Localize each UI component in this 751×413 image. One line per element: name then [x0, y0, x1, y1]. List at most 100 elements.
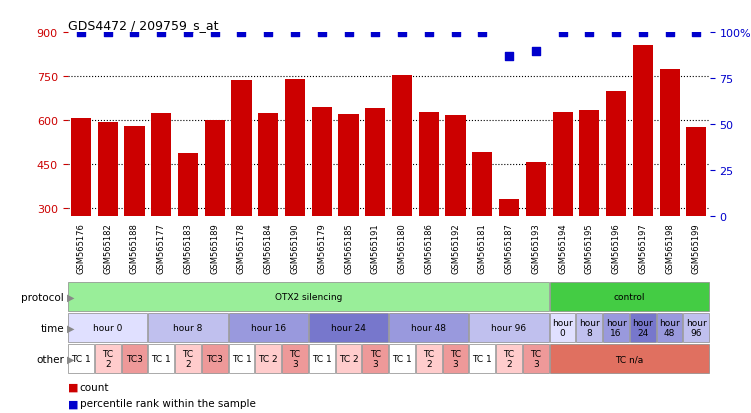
Bar	[178, 154, 198, 296]
Point	[396, 30, 408, 36]
Bar	[365, 109, 385, 296]
Point	[128, 30, 140, 36]
Point	[236, 30, 248, 36]
Text: ■: ■	[68, 399, 78, 408]
Text: ■: ■	[68, 382, 78, 392]
Bar	[442, 344, 469, 373]
Text: TC 1: TC 1	[472, 354, 492, 363]
Point	[155, 30, 167, 36]
Text: hour
0: hour 0	[552, 318, 573, 337]
Text: ▶: ▶	[67, 323, 74, 333]
Bar	[175, 344, 201, 373]
Bar	[98, 123, 118, 296]
Text: GDS4472 / 209759_s_at: GDS4472 / 209759_s_at	[68, 19, 218, 32]
Point	[637, 30, 649, 36]
Point	[450, 30, 462, 36]
Bar	[228, 344, 255, 373]
Text: hour
96: hour 96	[686, 318, 707, 337]
Text: TC 1: TC 1	[152, 354, 171, 363]
Bar	[68, 344, 94, 373]
Bar	[523, 344, 549, 373]
Text: TC n/a: TC n/a	[615, 354, 644, 363]
Bar	[202, 344, 228, 373]
Point	[503, 54, 515, 60]
Bar	[231, 81, 252, 296]
Text: TC3: TC3	[126, 354, 143, 363]
Point	[529, 48, 541, 55]
Bar	[577, 313, 602, 342]
Text: hour 8: hour 8	[173, 323, 203, 332]
Point	[664, 30, 676, 36]
Point	[262, 30, 274, 36]
Text: control: control	[614, 292, 645, 301]
Bar	[71, 118, 91, 296]
Point	[476, 30, 488, 36]
Text: hour 24: hour 24	[331, 323, 366, 332]
Point	[690, 30, 702, 36]
Text: other: other	[36, 354, 64, 364]
Point	[610, 30, 622, 36]
Bar	[550, 282, 709, 311]
Bar	[392, 76, 412, 296]
Point	[182, 30, 194, 36]
Point	[423, 30, 435, 36]
Bar	[633, 46, 653, 296]
Bar	[445, 116, 466, 296]
Text: TC
2: TC 2	[424, 349, 434, 368]
Bar	[499, 199, 519, 296]
Text: hour 16: hour 16	[251, 323, 286, 332]
Bar	[683, 313, 709, 342]
Bar	[389, 313, 469, 342]
Bar	[686, 128, 707, 296]
Bar	[472, 153, 493, 296]
Bar	[630, 313, 656, 342]
Text: TC
3: TC 3	[450, 349, 461, 368]
Bar	[469, 344, 495, 373]
Bar	[149, 344, 174, 373]
Bar	[603, 313, 629, 342]
Bar	[416, 344, 442, 373]
Bar	[339, 115, 358, 296]
Bar	[151, 114, 171, 296]
Text: TC 2: TC 2	[339, 354, 358, 363]
Text: hour 0: hour 0	[93, 323, 122, 332]
Bar	[309, 344, 335, 373]
Bar	[205, 121, 225, 296]
Text: hour
8: hour 8	[579, 318, 600, 337]
Bar	[550, 344, 709, 373]
Text: protocol: protocol	[21, 292, 64, 302]
Text: TC
2: TC 2	[102, 349, 113, 368]
Text: percentile rank within the sample: percentile rank within the sample	[80, 399, 255, 408]
Bar	[312, 107, 332, 296]
Bar	[228, 313, 308, 342]
Bar	[363, 344, 388, 373]
Text: ▶: ▶	[67, 354, 74, 364]
Text: ▶: ▶	[67, 292, 74, 302]
Bar	[550, 313, 575, 342]
Text: OTX2 silencing: OTX2 silencing	[275, 292, 342, 301]
Text: TC 2: TC 2	[258, 354, 278, 363]
Bar	[606, 91, 626, 296]
Point	[101, 30, 113, 36]
Bar	[419, 112, 439, 296]
Point	[209, 30, 221, 36]
Bar	[469, 313, 549, 342]
Point	[75, 30, 87, 36]
Point	[315, 30, 327, 36]
Text: hour
48: hour 48	[659, 318, 680, 337]
Bar	[149, 313, 228, 342]
Text: TC3: TC3	[207, 354, 223, 363]
Text: TC 1: TC 1	[231, 354, 252, 363]
Bar	[389, 344, 415, 373]
Bar	[309, 313, 388, 342]
Bar	[496, 344, 522, 373]
Text: count: count	[80, 382, 109, 392]
Point	[556, 30, 569, 36]
Text: TC
3: TC 3	[369, 349, 381, 368]
Point	[289, 30, 301, 36]
Text: hour 96: hour 96	[491, 323, 526, 332]
Text: hour
16: hour 16	[605, 318, 626, 337]
Text: TC
2: TC 2	[503, 349, 514, 368]
Bar	[122, 344, 147, 373]
Text: time: time	[41, 323, 64, 333]
